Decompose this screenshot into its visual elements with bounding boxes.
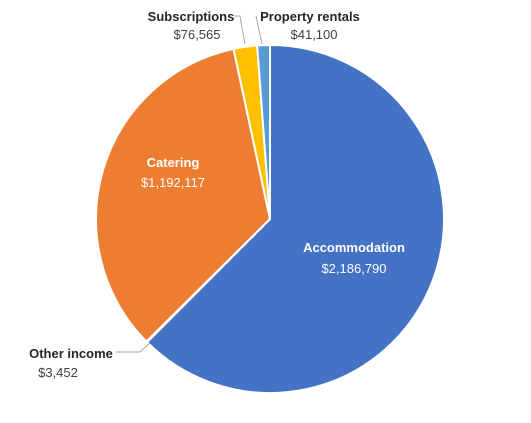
label-other-income-name: Other income — [29, 346, 113, 361]
label-catering-name: Catering — [147, 155, 200, 170]
label-accommodation-name: Accommodation — [303, 240, 405, 255]
label-property-rentals-name: Property rentals — [260, 9, 360, 24]
leader-lines — [116, 15, 263, 353]
pie-slice-property-rentals — [256, 43, 271, 220]
label-subscriptions-name: Subscriptions — [148, 9, 235, 24]
pie-slices — [95, 43, 445, 394]
label-other-income-value: $3,452 — [38, 365, 78, 380]
label-catering-value: $1,192,117 — [141, 175, 205, 190]
label-property-rentals-value: $41,100 — [291, 27, 338, 42]
label-subscriptions-value: $76,565 — [174, 27, 221, 42]
leader-other-income — [116, 342, 151, 353]
pie-slice-catering — [95, 47, 271, 343]
leader-property-rentals — [255, 15, 263, 45]
leader-subscriptions — [234, 15, 246, 45]
label-accommodation-value: $2,186,790 — [321, 261, 386, 276]
pie-slice-accommodation — [146, 44, 445, 394]
